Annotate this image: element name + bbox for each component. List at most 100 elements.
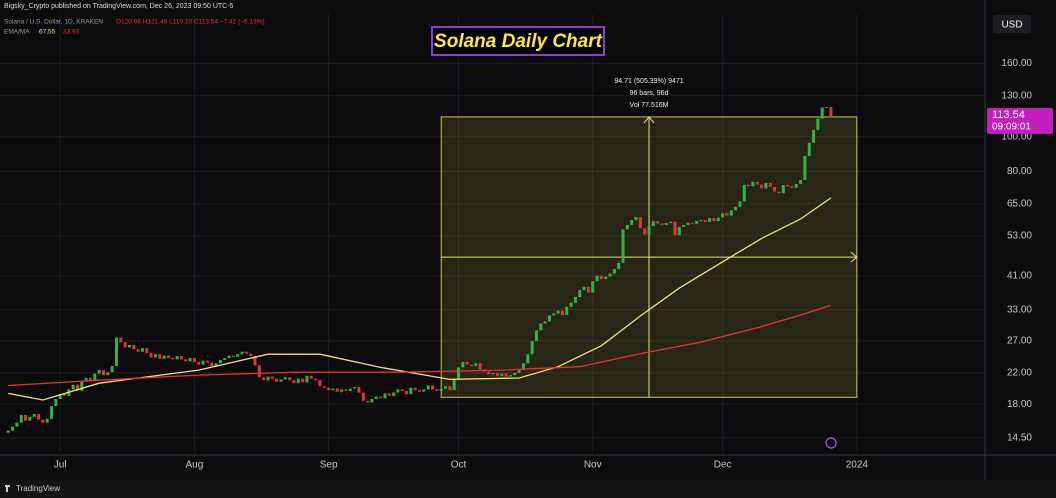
candle-body [71,384,75,390]
candle-body [465,361,469,365]
candle-body [357,387,361,393]
candle-body [58,394,62,400]
candle-body [136,349,140,352]
candle-body [539,323,543,331]
candle-body [461,361,465,368]
title-box [431,26,605,56]
currency[interactable]: USD [1001,20,1022,31]
candle-body [184,359,188,362]
candle-body [288,377,292,381]
candle-body [249,353,253,357]
currency-box[interactable] [993,15,1031,33]
candle-body [565,306,569,315]
y-tick-label: 41.00 [1007,270,1032,281]
candle-body [348,388,352,391]
candle-body [309,375,313,379]
candle-body [270,376,274,379]
y-tick-label: 22.00 [1007,368,1032,379]
candle-body [413,387,417,391]
candle-body [794,183,798,188]
candle-body [253,356,257,366]
candle-body [279,379,283,382]
candle-body [444,386,448,389]
candle-body [201,360,205,365]
y-tick-label: 65.00 [1007,199,1032,210]
candle-body [223,358,227,361]
candle-body [504,373,508,377]
candle-body [669,221,673,224]
candle-body [777,191,781,194]
candle-body [617,262,621,270]
candle-body [292,380,296,384]
y-tick-label: 100.00 [1001,131,1032,142]
candle-body [470,364,474,366]
candle-body [547,315,551,322]
symbol: Solana / U.S. Dollar, 1D, KRAKEN [4,19,103,26]
candle-body [534,330,538,341]
candle-body [63,394,67,396]
candle-body [119,337,123,343]
candle-body [612,269,616,274]
candle-body [508,375,512,377]
candle-body [387,393,391,396]
candle-body [28,416,32,421]
candle-body [500,373,504,376]
x-tick-label: Aug [186,460,204,471]
candle-body [677,226,681,236]
candle-body [760,184,764,189]
candle-body [210,362,214,366]
candle-body [729,210,733,216]
candle-body [123,342,127,348]
event-icon[interactable] [825,437,837,449]
candle-body [227,355,231,359]
candle-body [448,386,452,391]
y-tick-label: 18.00 [1007,399,1032,410]
candle-body [664,223,668,225]
y-tick-label: 27.00 [1007,336,1032,347]
candle-body [101,370,105,376]
candle-body [405,390,409,395]
candle-body [682,224,686,227]
candle-body [132,345,136,350]
candle-body [820,107,824,119]
candle-body [716,217,720,222]
candle-body [179,356,183,360]
candle-body [582,286,586,291]
candle-body [452,379,456,391]
candle-body [353,387,357,389]
candle-body [487,371,491,375]
candle-body [24,414,28,421]
ohlc: O120.96 H121.49 L110.10 C113.54 −7.42 (−… [116,19,265,26]
candle-body [305,375,309,383]
candle-body [634,216,638,221]
candle-body [431,385,435,390]
candle-body [76,384,80,391]
candle-body [127,345,131,348]
candle-body [825,107,829,109]
countdown: 09:09:01 [992,122,1031,133]
candle-body [474,363,478,366]
candle-body [322,386,326,388]
candle-body [396,389,400,393]
candle-body [786,184,790,187]
candle-body [829,107,833,117]
candle-body [439,388,443,391]
candle-body [296,378,300,384]
measure-arrowhead [643,116,655,124]
candle-body [110,365,114,373]
candle-body [335,388,339,392]
candle-body [790,186,794,188]
candle-body [586,286,590,293]
candle-body [543,321,547,324]
candle-body [283,377,287,380]
candle-body [478,363,482,370]
x-tick-label: Nov [584,460,602,471]
price-label-box [987,107,1053,134]
candle-body [816,118,820,130]
ma-value: 33.93 [63,29,80,36]
logo [5,485,10,492]
candle-body [747,184,751,187]
candle-body [807,142,811,156]
candle-body [591,281,595,293]
